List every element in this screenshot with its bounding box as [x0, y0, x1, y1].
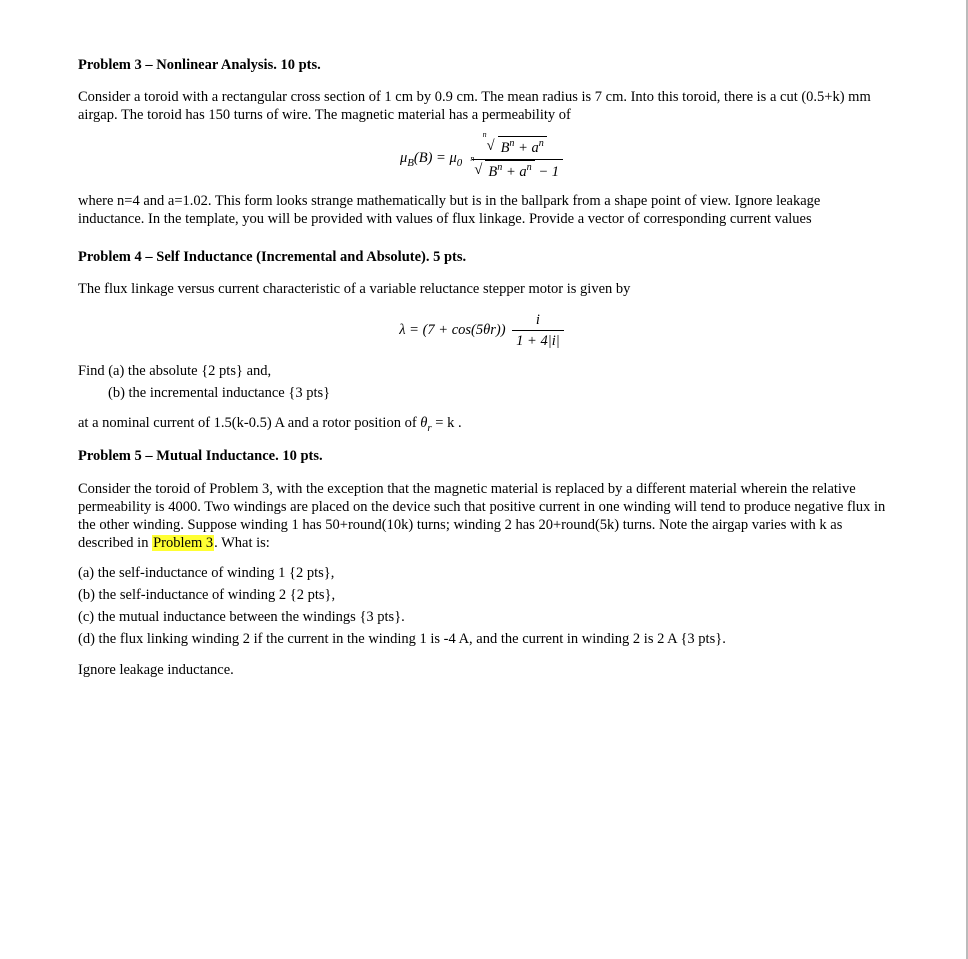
problem4-find-a: Find (a) the absolute {2 pts} and, — [78, 362, 888, 380]
p4-lhs: λ = (7 + cos(5θr)) — [399, 322, 505, 338]
p3-num-root: n Bn + an — [489, 136, 547, 158]
mu-sub: B — [407, 157, 414, 169]
p3-fraction: n Bn + an n Bn + an − 1 — [472, 136, 563, 181]
problem5-ignore: Ignore leakage inductance. — [78, 661, 888, 679]
problem4-nominal: at a nominal current of 1.5(k-0.5) A and… — [78, 414, 888, 435]
p4-den: 1 + 4|i| — [512, 331, 564, 351]
p3-den-root: n Bn + an — [476, 160, 534, 182]
p3-den-exp2: n — [527, 162, 532, 173]
p3-num-radicand: Bn + an — [498, 136, 547, 158]
problem5-intro: Consider the toroid of Problem 3, with t… — [78, 480, 888, 553]
p5-highlight: Problem 3 — [152, 535, 214, 551]
p3-denominator: n Bn + an − 1 — [472, 160, 563, 182]
mu-arg: (B) = μ — [414, 150, 457, 166]
p5-intro-post: . What is: — [214, 535, 270, 551]
p3-den-rootidx: n — [470, 153, 474, 164]
problem3-equation: μB(B) = μ0 n Bn + an n Bn + an − 1 — [78, 136, 888, 181]
p3-numerator: n Bn + an — [472, 136, 563, 159]
problem5-c: (c) the mutual inductance between the wi… — [78, 608, 888, 626]
p4-fraction: i 1 + 4|i| — [512, 310, 564, 352]
mu0-sub: 0 — [457, 157, 462, 169]
p3-den-B: B — [488, 163, 497, 179]
problem5-b: (b) the self-inductance of winding 2 {2 … — [78, 586, 888, 604]
p3-num-plus: + a — [514, 140, 538, 156]
p3-den-tail: − 1 — [535, 163, 559, 179]
problem5-d: (d) the flux linking winding 2 if the cu… — [78, 630, 888, 648]
p4-nom-post: = k . — [432, 415, 462, 431]
p3-den-plus: + a — [502, 163, 526, 179]
document-page: Problem 3 – Nonlinear Analysis. 10 pts. … — [0, 0, 968, 959]
problem5-title: Problem 5 – Mutual Inductance. 10 pts. — [78, 447, 888, 465]
problem3-intro: Consider a toroid with a rectangular cro… — [78, 88, 888, 124]
problem4-intro: The flux linkage versus current characte… — [78, 280, 888, 298]
problem4-find-b: (b) the incremental inductance {3 pts} — [108, 384, 888, 402]
problem4-equation: λ = (7 + cos(5θr)) i 1 + 4|i| — [78, 310, 888, 352]
problem3-after: where n=4 and a=1.02. This form looks st… — [78, 192, 888, 228]
p4-num: i — [512, 310, 564, 331]
p4-nom-pre: at a nominal current of 1.5(k-0.5) A and… — [78, 415, 420, 431]
problem3-title: Problem 3 – Nonlinear Analysis. 10 pts. — [78, 56, 888, 74]
problem5-a: (a) the self-inductance of winding 1 {2 … — [78, 564, 888, 582]
p3-num-exp2: n — [539, 138, 544, 149]
p3-num-rootidx: n — [483, 129, 487, 140]
p3-den-radicand: Bn + an — [485, 160, 534, 182]
problem4-title: Problem 4 – Self Inductance (Incremental… — [78, 248, 888, 266]
